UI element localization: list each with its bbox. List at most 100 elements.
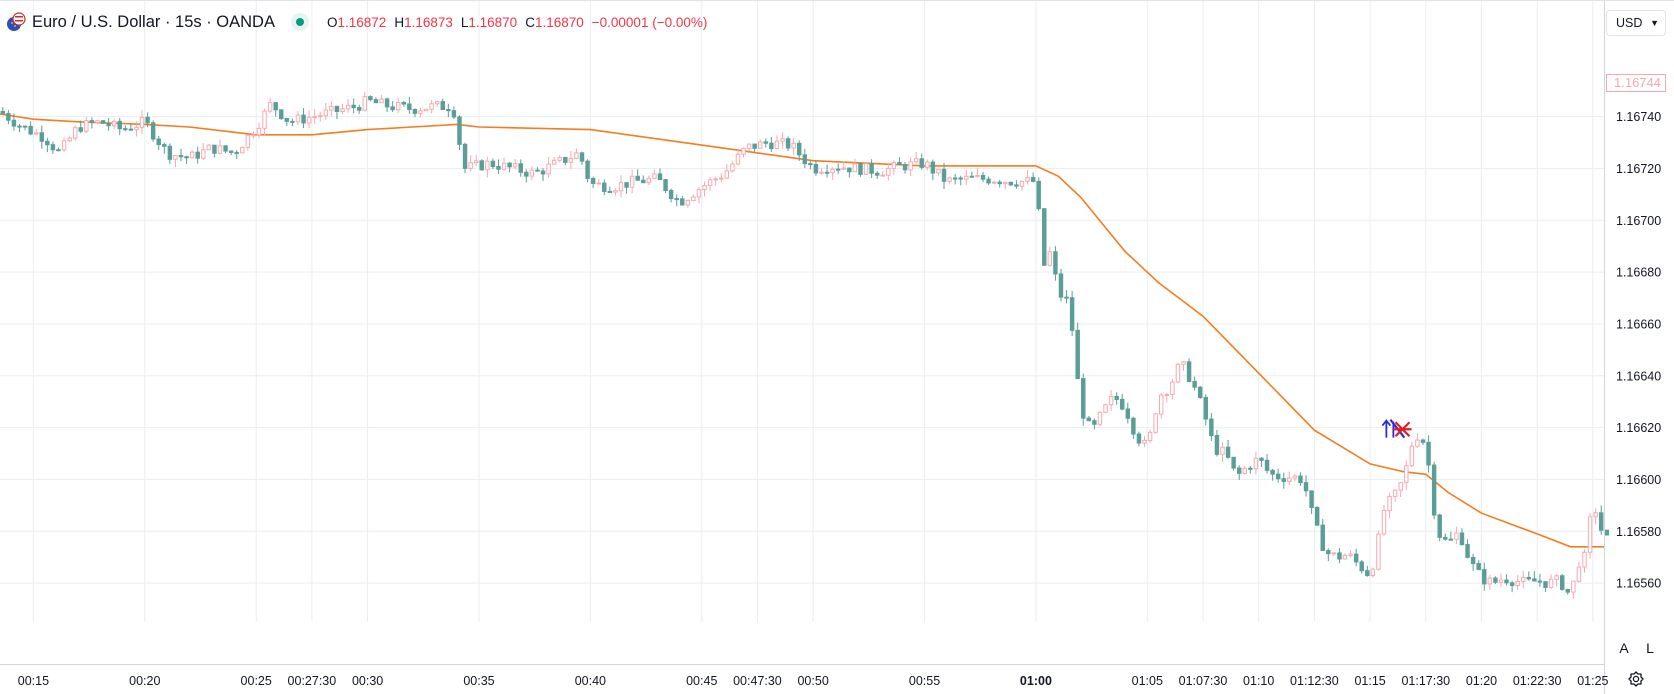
candle-up	[735, 153, 741, 165]
candle-down	[22, 125, 28, 128]
candle-down	[28, 125, 33, 135]
candle-down	[1008, 181, 1014, 186]
candle-down	[496, 166, 501, 170]
candle-down	[184, 156, 189, 159]
candle-up	[1392, 489, 1398, 497]
candle-up	[551, 159, 557, 165]
candle-down	[279, 109, 284, 120]
candle-up	[468, 162, 473, 169]
candle-up	[696, 189, 702, 198]
candle-down	[145, 116, 150, 124]
candle-up	[1331, 552, 1337, 555]
candle-down	[56, 149, 61, 152]
candle-down	[1225, 446, 1231, 458]
candle-up	[1242, 467, 1247, 474]
candle-up	[67, 137, 72, 142]
candle-down	[1058, 273, 1064, 298]
candle-down	[802, 154, 808, 165]
symbol-title[interactable]: Euro / U.S. Dollar · 15s · OANDA	[32, 12, 275, 31]
candle-up	[880, 174, 885, 177]
candle-down	[997, 181, 1002, 185]
candle-down	[1236, 467, 1242, 474]
candle-down	[785, 138, 791, 149]
candle-down	[178, 155, 184, 158]
price-tick-label: 1.16620	[1616, 421, 1661, 435]
candle-up	[267, 102, 273, 112]
candle-up	[72, 127, 78, 139]
time-tick-label: 01:22:30	[1513, 674, 1562, 688]
gear-icon[interactable]	[1624, 668, 1648, 690]
candle-down	[824, 171, 830, 174]
time-scale[interactable]: 00:15 00:20 00:25 00:27:30 00:30 00:35 00:40 00…	[18, 674, 1609, 688]
candle-down	[1353, 553, 1359, 563]
candle-down	[89, 120, 95, 124]
candle-down	[1136, 433, 1142, 444]
candle-up	[84, 120, 89, 132]
candle-up	[863, 163, 869, 175]
log-scale-button[interactable]: L	[1638, 636, 1662, 660]
candle-down	[835, 168, 841, 171]
candle-up	[256, 127, 262, 136]
candle-up	[395, 101, 401, 111]
candle-up	[1409, 445, 1415, 467]
candle-down	[462, 143, 468, 169]
time-tick-label: 00:20	[129, 674, 160, 688]
candle-up	[318, 115, 323, 118]
candle-down	[212, 144, 217, 154]
candle-down	[897, 162, 902, 166]
time-tick-label: 01:10	[1243, 674, 1274, 688]
price-tick-label: 1.16560	[1616, 577, 1661, 591]
candle-down	[106, 122, 111, 127]
candle-up	[908, 161, 913, 171]
candle-down	[1114, 395, 1119, 400]
candle-up	[1164, 394, 1170, 397]
candle-down	[0, 110, 6, 114]
symbol-legend: Euro / U.S. Dollar · 15s · OANDA O1.1687…	[6, 10, 707, 34]
candle-up	[1582, 551, 1587, 568]
candle-down	[368, 96, 373, 101]
candle-up	[340, 108, 345, 112]
candle-down	[590, 177, 596, 185]
auto-scale-button[interactable]: A	[1612, 636, 1636, 660]
candle-up	[1159, 394, 1164, 415]
candle-down	[357, 107, 362, 111]
time-tick-label: 01:15	[1354, 674, 1385, 688]
price-tick-label: 1.16680	[1616, 266, 1661, 280]
candle-down	[602, 182, 607, 192]
market-open-dot-icon	[290, 13, 309, 31]
candle-up	[423, 108, 429, 112]
time-tick-label: 00:47:30	[733, 674, 782, 688]
candle-down	[384, 98, 390, 108]
time-tick-label: 00:25	[241, 674, 272, 688]
candle-down	[228, 150, 234, 153]
candle-down	[1014, 184, 1019, 187]
candle-down	[563, 156, 568, 163]
candle-up	[1404, 465, 1409, 484]
candle-up	[546, 163, 551, 175]
candle-down	[1320, 524, 1325, 552]
candle-up	[295, 114, 301, 123]
candle-down	[1203, 396, 1209, 420]
candle-down	[1337, 552, 1342, 560]
candle-up	[819, 171, 824, 174]
currency-selector[interactable]: USD ▼	[1606, 10, 1666, 36]
candle-up	[1554, 575, 1559, 580]
candle-down	[1197, 386, 1203, 398]
candle-up	[913, 158, 919, 163]
candle-down	[1192, 380, 1197, 388]
candle-down	[1281, 478, 1286, 483]
candle-down	[490, 160, 496, 168]
candle-down	[986, 178, 991, 184]
candle-down	[1064, 296, 1069, 299]
candle-down	[635, 175, 640, 181]
candle-down	[117, 120, 122, 130]
candle-up	[746, 143, 752, 149]
close-label: C	[525, 14, 535, 30]
candle-up	[691, 196, 696, 201]
time-tick-label: 00:27:30	[288, 674, 337, 688]
candle-up	[936, 168, 941, 174]
price-scale[interactable]: 1.16740 1.16720 1.16700 1.16680 1.16660 1.166…	[1616, 110, 1661, 591]
candle-up	[323, 109, 329, 117]
